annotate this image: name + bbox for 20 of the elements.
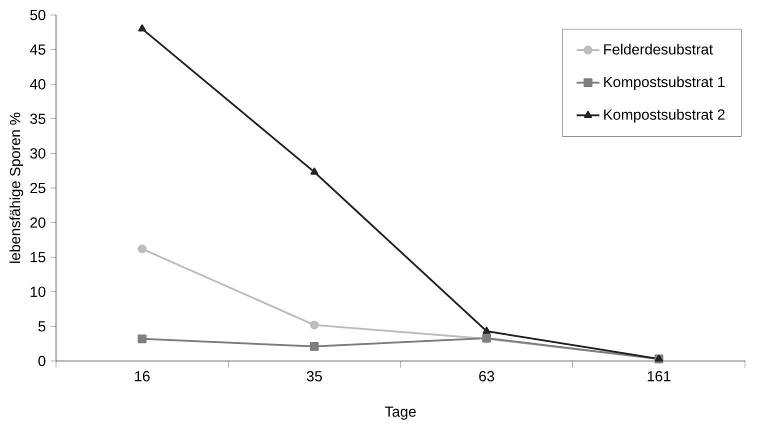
x-tick-label: 63 <box>479 371 494 382</box>
legend-label: Felderdesubstrat <box>604 44 713 55</box>
x-tick-label: 16 <box>135 371 150 382</box>
y-tick-label: 5 <box>38 321 46 332</box>
y-tick-label: 50 <box>30 10 46 20</box>
y-tick-label: 20 <box>30 217 46 228</box>
y-tick-label: 40 <box>30 79 46 90</box>
x-tick-label: 161 <box>648 371 670 382</box>
legend-label: Kompostsubstrat 1 <box>604 76 725 90</box>
y-tick-label: 45 <box>30 44 46 55</box>
legend-label: Kompostsubstrat 2 <box>604 109 725 123</box>
y-tick-label: 15 <box>30 252 46 262</box>
y-tick-label: 35 <box>30 114 46 124</box>
x-tick-label: 35 <box>306 371 322 382</box>
y-tick-label: 30 <box>30 148 46 159</box>
y-tick-label: 0 <box>38 356 46 366</box>
y-axis-title: lebensfähige Sporen % <box>10 112 24 263</box>
y-tick-label: 25 <box>30 182 46 194</box>
x-axis-title: Tage <box>384 406 416 420</box>
y-tick-label: 10 <box>30 286 46 297</box>
